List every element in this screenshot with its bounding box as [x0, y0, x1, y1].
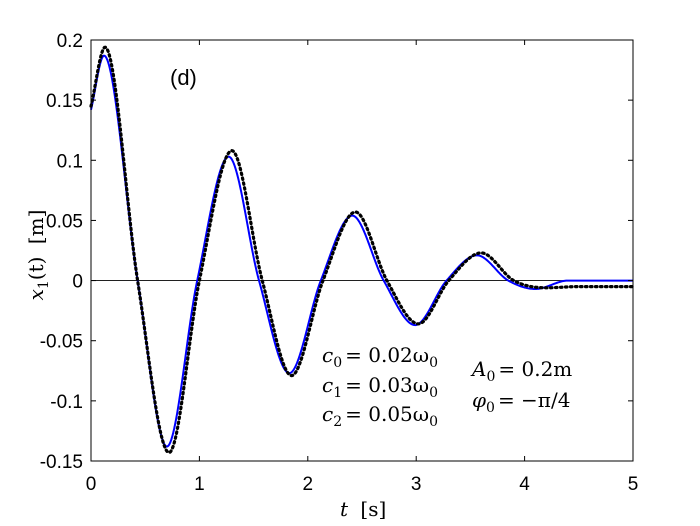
y-tick-label: 0: [72, 272, 83, 293]
series-layer: [89, 45, 635, 455]
tick-layer: 0 1 2 3 4 5 -0.15 -0.1 -0.05 0 0.05 0.1 0.15 0.2: [40, 31, 639, 495]
y-tick-label: -0.05: [40, 332, 83, 353]
params-right: A0 = 0.2m φ0 = −π/4: [470, 357, 572, 416]
y-tick-label: 0.1: [57, 151, 83, 172]
x-axis-unit: [s]: [360, 497, 386, 521]
x-tick-label: 0: [86, 474, 97, 495]
y-tick-label: 0.2: [57, 31, 83, 52]
param-c2: c2 = 0.05ω0: [322, 402, 438, 430]
param-c0: c0 = 0.02ω0: [322, 343, 438, 371]
param-A0: A0 = 0.2m: [470, 357, 572, 385]
y-tick-label: -0.15: [40, 452, 83, 473]
plot-frame: [90, 39, 634, 462]
param-c1: c1 = 0.03ω0: [322, 373, 438, 401]
x-tick-label: 1: [194, 474, 205, 495]
series-line-dotted: [89, 45, 635, 455]
y-axis-unit: [m]: [24, 210, 48, 245]
y-tick-label: 0.05: [46, 211, 83, 232]
x-tick-label: 3: [411, 474, 422, 495]
x-tick-label: 4: [519, 474, 530, 495]
y-axis-label: x1(t) [m]: [24, 210, 52, 301]
panel-label: (d): [170, 65, 197, 90]
x-axis-var: t: [340, 497, 349, 521]
x-tick-label: 5: [628, 474, 639, 495]
y-axis-var: x: [24, 289, 48, 300]
params-left: c0 = 0.02ω0 c1 = 0.03ω0 c2 = 0.05ω0: [322, 343, 438, 430]
y-tick-label: -0.1: [50, 392, 83, 413]
y-axis-arg: (t): [24, 257, 48, 281]
y-axis-sub: 1: [36, 280, 52, 289]
x-tick-label: 2: [303, 474, 314, 495]
x-axis-label: t [s]: [340, 497, 386, 521]
y-tick-label: 0.15: [46, 91, 83, 112]
param-phi0: φ0 = −π/4: [472, 388, 570, 416]
